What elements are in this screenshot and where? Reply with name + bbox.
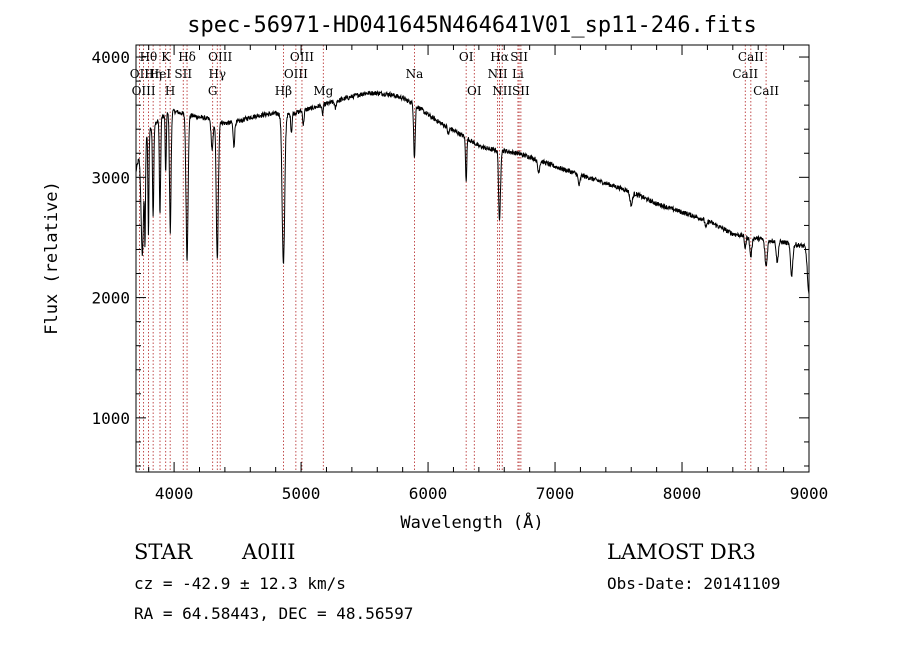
y-tick-label-2000: 2000 xyxy=(91,289,130,308)
line-label-23: Li xyxy=(512,67,524,81)
line-label-22: SII xyxy=(510,50,528,64)
line-label-0: Hθ xyxy=(140,50,158,64)
line-label-14: OIII xyxy=(284,67,308,81)
line-label-21: NII xyxy=(492,84,512,98)
line-label-11: G xyxy=(208,84,218,98)
spectrum-series xyxy=(135,89,810,295)
survey-name: LAMOST DR3 xyxy=(607,540,756,564)
line-label-19: Hα xyxy=(490,50,509,64)
line-label-5: K xyxy=(161,50,171,64)
x-axis-ticks: 4000 5000 6000 7000 8000 9000 xyxy=(148,45,829,503)
line-label-7: Hδ xyxy=(178,50,196,64)
chart-title: spec-56971-HD041645N464641V01_sp11-246.f… xyxy=(187,13,757,38)
plot-frame xyxy=(135,44,810,473)
line-label-4: HeI xyxy=(149,67,172,81)
line-label-3: Hη xyxy=(144,67,162,81)
object-subclass: A0III xyxy=(241,540,295,564)
line-label-1: OII xyxy=(130,67,150,81)
redshift-cz: cz = -42.9 ± 12.3 km/s xyxy=(134,574,346,593)
line-label-26: CaII xyxy=(732,67,758,81)
line-label-6: H xyxy=(165,84,175,98)
y-tick-label-3000: 3000 xyxy=(91,168,130,187)
line-label-2: OIII xyxy=(132,84,156,98)
line-label-27: CaII xyxy=(753,84,779,98)
line-label-16: Na xyxy=(406,67,424,81)
x-axis-label: Wavelength (Å) xyxy=(400,511,543,533)
line-label-8: SII xyxy=(174,67,192,81)
line-label-17: OI xyxy=(459,50,474,64)
line-label-12: Hβ xyxy=(275,84,292,98)
line-label-13: OIII xyxy=(290,50,314,64)
x-tick-label-8000: 8000 xyxy=(663,484,702,503)
x-tick-label-9000: 9000 xyxy=(790,484,829,503)
spectral-line-markers xyxy=(139,45,767,472)
object-class: STAR xyxy=(134,540,193,564)
line-label-18: OI xyxy=(467,84,482,98)
coordinates: RA = 64.58443, DEC = 48.56597 xyxy=(134,604,413,623)
x-tick-label-4000: 4000 xyxy=(155,484,194,503)
line-label-9: OIII xyxy=(208,50,232,64)
y-axis-ticks: 1000 2000 3000 4000 xyxy=(91,48,809,467)
x-tick-label-6000: 6000 xyxy=(409,484,448,503)
line-label-20: NII xyxy=(488,67,508,81)
line-label-15: Mg xyxy=(313,84,333,98)
line-label-10: Hγ xyxy=(208,67,226,81)
y-tick-label-1000: 1000 xyxy=(91,409,130,428)
y-axis-label: Flux (relative) xyxy=(42,181,62,335)
y-tick-label-4000: 4000 xyxy=(91,48,130,67)
x-tick-label-5000: 5000 xyxy=(282,484,321,503)
line-label-24: SII xyxy=(512,84,530,98)
observation-date: Obs-Date: 20141109 xyxy=(607,574,780,593)
line-label-25: CaII xyxy=(738,50,764,64)
x-tick-label-7000: 7000 xyxy=(536,484,575,503)
